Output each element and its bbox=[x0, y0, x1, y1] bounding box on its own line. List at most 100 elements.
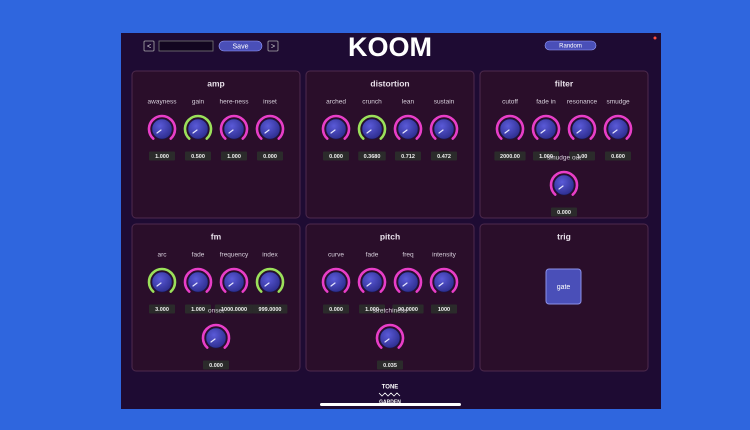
knob[interactable] bbox=[259, 118, 281, 140]
knob-ring bbox=[321, 114, 351, 140]
prev-button[interactable] bbox=[143, 40, 155, 52]
panel bbox=[305, 223, 475, 372]
knob-value: 0.000 bbox=[263, 154, 277, 160]
save-button[interactable] bbox=[218, 40, 263, 52]
panel-title: amp bbox=[207, 78, 224, 88]
value-box bbox=[551, 207, 577, 217]
knob-ring bbox=[219, 267, 249, 293]
knob-ring bbox=[201, 323, 231, 349]
knob-value: 0.000 bbox=[329, 307, 343, 313]
knob[interactable] bbox=[187, 118, 209, 140]
knob-value: 0.500 bbox=[191, 154, 205, 160]
panel bbox=[131, 70, 301, 219]
knob-value: 0.600 bbox=[611, 154, 625, 160]
value-box bbox=[323, 151, 349, 161]
knob[interactable] bbox=[433, 118, 455, 140]
knob[interactable] bbox=[223, 271, 245, 293]
knob-pointer bbox=[576, 129, 582, 134]
knob-pointer bbox=[366, 129, 372, 134]
panel-title: trig bbox=[557, 231, 571, 241]
knob[interactable] bbox=[205, 327, 227, 349]
panel-title: distortion bbox=[370, 78, 409, 88]
knob-pointer bbox=[156, 129, 162, 134]
knob-pointer bbox=[438, 129, 444, 134]
knob-ring bbox=[429, 114, 459, 140]
prev-label: < bbox=[147, 43, 151, 50]
knob-pointer bbox=[264, 282, 270, 287]
knob-label: curve bbox=[328, 252, 344, 259]
knob[interactable] bbox=[223, 118, 245, 140]
home-indicator bbox=[320, 403, 461, 406]
knob[interactable] bbox=[535, 118, 557, 140]
knob-label: gain bbox=[192, 99, 205, 106]
knob-ring bbox=[393, 114, 423, 140]
random-button[interactable] bbox=[544, 40, 597, 51]
knob-pointer bbox=[504, 129, 510, 134]
knob[interactable] bbox=[325, 118, 347, 140]
knob-label: arched bbox=[326, 99, 346, 106]
value-box bbox=[494, 151, 526, 161]
knob-value: 1.000 bbox=[155, 154, 169, 160]
knob-value: 1.00 bbox=[577, 154, 588, 160]
knob-pointer bbox=[192, 282, 198, 287]
knob-ring bbox=[183, 114, 213, 140]
knob[interactable] bbox=[607, 118, 629, 140]
knob-ring bbox=[321, 267, 351, 293]
value-box bbox=[214, 304, 254, 314]
knob-value: 0.712 bbox=[401, 154, 415, 160]
value-box bbox=[185, 151, 211, 161]
gate-button[interactable] bbox=[545, 268, 582, 305]
random-label: Random bbox=[559, 44, 582, 50]
logo-wave bbox=[378, 392, 401, 397]
knob[interactable] bbox=[571, 118, 593, 140]
knob[interactable] bbox=[553, 174, 575, 196]
knob-value: 1.000 bbox=[227, 154, 241, 160]
save-label: Save bbox=[233, 43, 249, 50]
knob-value: 999.0000 bbox=[259, 307, 282, 313]
knob[interactable] bbox=[151, 271, 173, 293]
knob-label: arc bbox=[157, 252, 167, 259]
value-box bbox=[221, 151, 247, 161]
knob[interactable] bbox=[499, 118, 521, 140]
knob-label: stretchiness bbox=[373, 308, 408, 315]
logo-top: TONE bbox=[382, 385, 399, 391]
knob[interactable] bbox=[397, 118, 419, 140]
knob-ring bbox=[549, 170, 579, 196]
knob[interactable] bbox=[361, 271, 383, 293]
panel-title: pitch bbox=[380, 231, 400, 241]
panel-title: fm bbox=[211, 231, 222, 241]
panel bbox=[131, 223, 301, 372]
knob-ring bbox=[495, 114, 525, 140]
knob[interactable] bbox=[397, 271, 419, 293]
knob[interactable] bbox=[433, 271, 455, 293]
knob[interactable] bbox=[259, 271, 281, 293]
value-box bbox=[395, 151, 421, 161]
knob-pointer bbox=[228, 282, 234, 287]
knob[interactable] bbox=[379, 327, 401, 349]
knob-label: lean bbox=[402, 99, 415, 106]
knob-value: 0.3680 bbox=[364, 154, 381, 160]
next-button[interactable] bbox=[267, 40, 279, 52]
knob[interactable] bbox=[361, 118, 383, 140]
knob-pointer bbox=[264, 129, 270, 134]
knob-value: 0.035 bbox=[383, 363, 397, 369]
knob-pointer bbox=[402, 129, 408, 134]
knob[interactable] bbox=[151, 118, 173, 140]
value-box bbox=[358, 151, 386, 161]
knob-label: here-ness bbox=[220, 99, 250, 106]
knob-value: 0.000 bbox=[209, 363, 223, 369]
knob-ring bbox=[255, 114, 285, 140]
knob-label: crunch bbox=[362, 99, 382, 106]
knob-pointer bbox=[192, 129, 198, 134]
knob-label: cutoff bbox=[502, 99, 518, 106]
preset-input[interactable] bbox=[158, 40, 214, 52]
knob[interactable] bbox=[187, 271, 209, 293]
value-box bbox=[203, 360, 229, 370]
value-box bbox=[149, 151, 175, 161]
knob[interactable] bbox=[325, 271, 347, 293]
knob-pointer bbox=[330, 129, 336, 134]
knob-label: index bbox=[262, 252, 278, 259]
value-box bbox=[185, 304, 211, 314]
knob-label: sustain bbox=[434, 99, 455, 106]
